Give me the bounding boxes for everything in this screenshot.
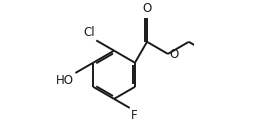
Text: F: F [131, 109, 138, 122]
Text: Cl: Cl [83, 26, 95, 39]
Text: O: O [142, 2, 152, 15]
Text: HO: HO [56, 74, 74, 87]
Text: O: O [169, 48, 179, 61]
